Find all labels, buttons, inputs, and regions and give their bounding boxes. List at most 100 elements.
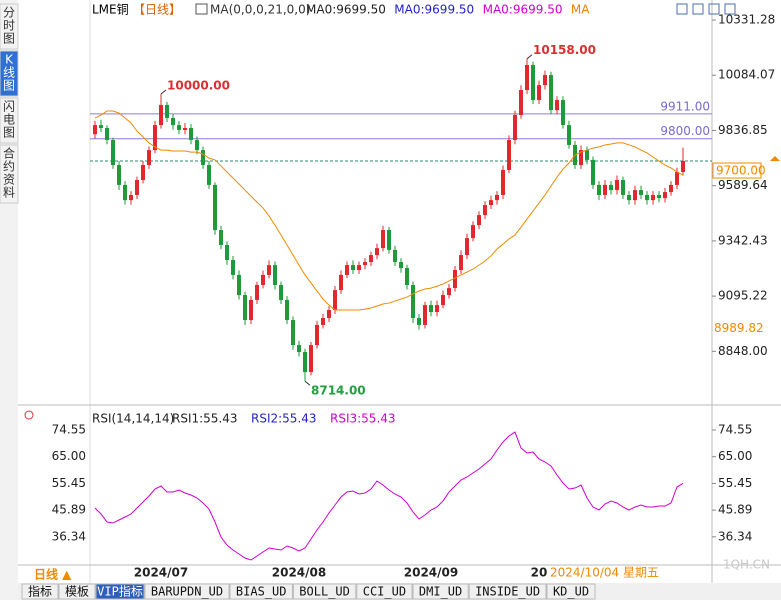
last-price-arrow <box>770 156 780 162</box>
candle-body <box>591 159 595 185</box>
candle-body <box>561 100 565 126</box>
toolbar-tab[interactable] <box>468 583 547 600</box>
candle-body <box>423 305 427 325</box>
candle-body <box>579 150 583 166</box>
price-line-label: 9911.00 <box>660 99 710 113</box>
candle-body <box>201 150 205 166</box>
rsi-value: RSI1:55.43 <box>172 412 238 426</box>
sidebar-tab-label: 闪 <box>3 100 15 114</box>
candle-body <box>159 104 163 126</box>
candle-body <box>513 115 517 141</box>
candle-body <box>429 305 433 313</box>
toolbar-tab[interactable] <box>58 583 96 600</box>
candle-body <box>147 150 151 166</box>
annotation: 10000.00 <box>167 79 230 93</box>
candle-body <box>345 265 349 275</box>
rsi-tick-label: 55.45 <box>52 476 86 490</box>
candle-body <box>621 180 625 195</box>
candle-body <box>213 184 217 231</box>
candle-body <box>417 318 421 325</box>
toolbar-tab[interactable] <box>292 583 357 600</box>
candle-body <box>129 194 133 201</box>
icon[interactable] <box>724 3 736 15</box>
sidebar-tab-label: 图 <box>3 79 15 93</box>
period-button[interactable]: 日线 ▲ <box>34 567 72 582</box>
toolbar-tab[interactable] <box>356 583 413 600</box>
rsi-tick-label: 65.00 <box>718 449 752 463</box>
candle-body <box>231 259 235 275</box>
candle-body <box>399 261 403 269</box>
candle-body <box>507 140 511 170</box>
y-tick-label: 10331.28 <box>718 13 775 27</box>
candle-body <box>279 284 283 300</box>
annotation-pointer <box>160 89 167 95</box>
rsi-title: RSI(14,14,14) <box>92 412 174 426</box>
candle-body <box>207 165 211 185</box>
candle-body <box>669 184 673 193</box>
annotation: 8714.00 <box>311 384 366 398</box>
toolbar-tab[interactable] <box>412 583 469 600</box>
candle-body <box>681 161 685 172</box>
toolbar-tab-label: INSIDE_UD <box>475 585 540 599</box>
y-tick-label: 10084.07 <box>718 68 775 82</box>
header-text: LME铜 <box>92 2 129 17</box>
watermark: 1QH.CN <box>723 558 770 572</box>
header-icons <box>676 3 736 15</box>
candle-body <box>369 255 373 262</box>
icon[interactable] <box>676 3 688 15</box>
candle-body <box>627 194 631 201</box>
x-tick-label: 20 <box>531 566 548 580</box>
header-ma: MA0:9699.50 <box>483 3 563 17</box>
header-ma: MA0:9699.50 <box>306 3 386 17</box>
rsi-icon <box>24 410 34 420</box>
ma-icon <box>195 3 208 15</box>
candle-body <box>453 270 457 289</box>
candle-body <box>249 299 253 321</box>
toolbar-tab[interactable] <box>95 583 145 600</box>
sidebar-tab-label: 分 <box>3 6 15 20</box>
toolbar-tab-label: 指标 <box>28 584 52 599</box>
candle-body <box>351 265 355 271</box>
toolbar-tab-label: BIAS_UD <box>236 585 287 599</box>
y-tick-label: 8848.00 <box>718 344 768 358</box>
candle-body <box>237 274 241 296</box>
candle-body <box>321 318 325 325</box>
candle-body <box>411 284 415 319</box>
candle-body <box>183 127 187 130</box>
sidebar-tab[interactable] <box>0 50 19 97</box>
rsi-value: RSI3:55.43 <box>330 412 396 426</box>
sidebar-tab[interactable] <box>0 3 19 50</box>
candle-body <box>675 171 679 185</box>
y-tick-label: 9342.43 <box>718 233 768 247</box>
x-tick-label: 2024/07 <box>134 566 188 580</box>
toolbar-tab[interactable] <box>229 583 293 600</box>
sidebar-tab[interactable] <box>0 97 19 144</box>
candle-body <box>663 192 667 199</box>
candle-body <box>267 265 271 275</box>
candle-body <box>387 230 391 250</box>
candle-body <box>291 320 295 346</box>
candle-body <box>195 140 199 151</box>
toolbar-tab[interactable] <box>21 583 59 600</box>
candle-body <box>603 184 607 195</box>
candle-body <box>255 284 259 300</box>
candle-body <box>153 125 157 151</box>
header-ma: MA0:9699.50 <box>394 3 474 17</box>
candle-body <box>549 75 553 111</box>
header-ma: MA <box>571 3 590 17</box>
header-text: 【日线】 <box>133 3 181 17</box>
sidebar-tab-label: 资 <box>3 173 15 187</box>
last-price-box <box>712 162 762 179</box>
rsi-tick-label: 36.34 <box>718 529 752 543</box>
icon[interactable] <box>692 3 704 15</box>
sidebar-tab[interactable] <box>0 144 19 204</box>
toolbar-tab[interactable] <box>144 583 230 600</box>
cursor-date: 2024/10/04 星期五 <box>550 566 659 580</box>
candle-body <box>615 180 619 191</box>
toolbar-tab[interactable] <box>546 583 596 600</box>
header-text: MA(0,0,0,21,0,0) <box>210 3 310 17</box>
icon[interactable] <box>708 3 720 15</box>
candle-body <box>519 90 523 116</box>
candle-body <box>123 184 127 201</box>
annotation-pointer <box>526 54 533 60</box>
